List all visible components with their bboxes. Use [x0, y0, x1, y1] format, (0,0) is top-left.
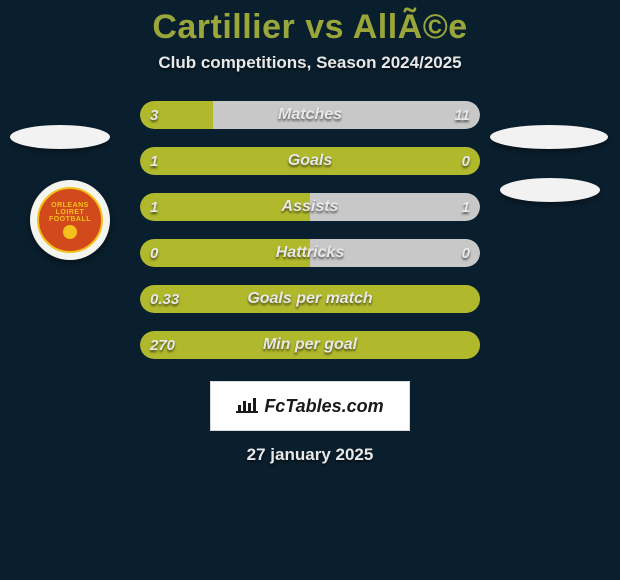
club-badge: ORLEANSLOIRETFOOTBALL: [30, 180, 110, 260]
stat-row: 00Hattricks: [140, 239, 480, 267]
stat-fill-player2: [213, 101, 480, 129]
page-subtitle: Club competitions, Season 2024/2025: [0, 53, 620, 73]
stat-fill-player1: [140, 147, 480, 175]
stat-row: 270Min per goal: [140, 331, 480, 359]
stat-row: 10Goals: [140, 147, 480, 175]
stat-fill-player2: [310, 239, 480, 267]
stat-fill-player2: [310, 193, 480, 221]
stat-fill-player1: [140, 101, 213, 129]
club-badge-text: ORLEANS: [51, 202, 89, 209]
player-ellipse: [500, 178, 600, 202]
club-badge-accent: [63, 225, 77, 239]
fctables-badge[interactable]: FcTables.com: [210, 381, 410, 431]
chart-icon: [236, 395, 258, 418]
stat-fill-player1: [140, 193, 310, 221]
stat-fill-player1: [140, 331, 480, 359]
stat-row: 0.33Goals per match: [140, 285, 480, 313]
player-ellipse: [10, 125, 110, 149]
stat-row: 311Matches: [140, 101, 480, 129]
player-ellipse: [490, 125, 608, 149]
stat-row: 11Assists: [140, 193, 480, 221]
footer-date: 27 january 2025: [0, 445, 620, 465]
stat-fill-player1: [140, 239, 310, 267]
content-area: Cartillier vs AllÃ©e Club competitions, …: [0, 0, 620, 580]
club-badge-text: FOOTBALL: [49, 216, 91, 223]
stats-container: 311Matches 10Goals 11Assists 00Hattricks 0.3…: [140, 101, 480, 359]
stat-fill-player1: [140, 285, 480, 313]
fctables-label: FcTables.com: [264, 396, 383, 417]
page-title: Cartillier vs AllÃ©e: [0, 8, 620, 47]
club-badge-text: LOIRET: [56, 209, 85, 216]
